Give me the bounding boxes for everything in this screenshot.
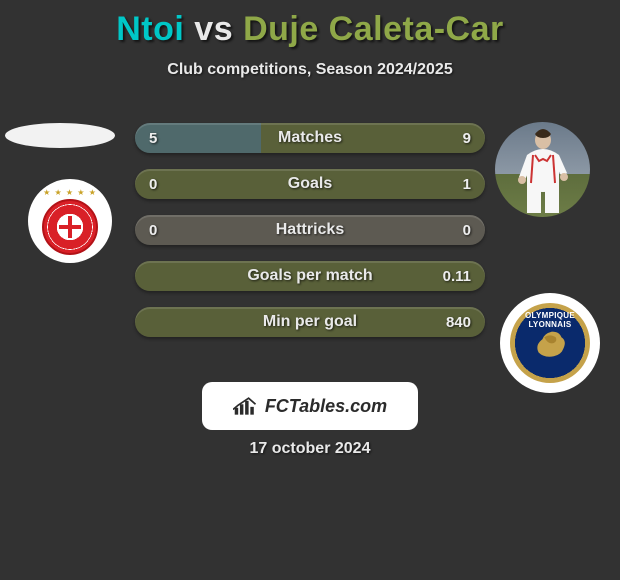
stat-value-right: 9	[463, 130, 471, 147]
stats-container: 5 Matches 9 0 Goals 1 0 Hattricks 0 Goals per mat…	[135, 123, 485, 353]
comparison-date: 17 october 2024	[0, 440, 620, 458]
stat-value-left: 5	[149, 130, 157, 147]
lyon-lion-icon	[531, 324, 569, 362]
stat-row: Goals per match 0.11	[135, 261, 485, 291]
stat-value-right: 0.11	[443, 268, 471, 285]
player2-name: Duje Caleta-Car	[243, 10, 504, 48]
season-subtitle: Club competitions, Season 2024/2025	[0, 61, 620, 79]
stat-label: Hattricks	[276, 221, 344, 239]
vs-separator: vs	[194, 10, 233, 48]
stat-label: Goals	[288, 175, 332, 193]
stat-label: Matches	[278, 129, 342, 147]
stat-value-left: 0	[149, 222, 157, 239]
stat-label: Min per goal	[263, 313, 357, 331]
player2-avatar	[495, 122, 590, 217]
club-stars-icon: ★ ★ ★ ★ ★	[43, 188, 97, 197]
stat-row: 0 Goals 1	[135, 169, 485, 199]
player2-figure-icon	[504, 125, 582, 215]
player1-club-badge: ★ ★ ★ ★ ★	[28, 179, 112, 263]
comparison-title: Ntoi vs Duje Caleta-Car	[0, 0, 620, 49]
chart-icon	[233, 395, 259, 417]
stat-value-right: 1	[463, 176, 471, 193]
stat-row: 5 Matches 9	[135, 123, 485, 153]
player2-club-badge: OLYMPIQUE LYONNAIS	[500, 293, 600, 393]
stat-label: Goals per match	[247, 267, 372, 285]
stat-row: 0 Hattricks 0	[135, 215, 485, 245]
player1-name: Ntoi	[116, 10, 184, 48]
stat-row: Min per goal 840	[135, 307, 485, 337]
olympiacos-crest-icon	[42, 199, 98, 255]
lyon-club-text: OLYMPIQUE LYONNAIS	[510, 311, 590, 329]
player1-avatar	[5, 123, 115, 148]
watermark-text: FCTables.com	[265, 396, 387, 417]
stat-value-right: 0	[463, 222, 471, 239]
stat-value-left: 0	[149, 176, 157, 193]
watermark-badge: FCTables.com	[202, 382, 418, 430]
stat-value-right: 840	[446, 314, 471, 331]
